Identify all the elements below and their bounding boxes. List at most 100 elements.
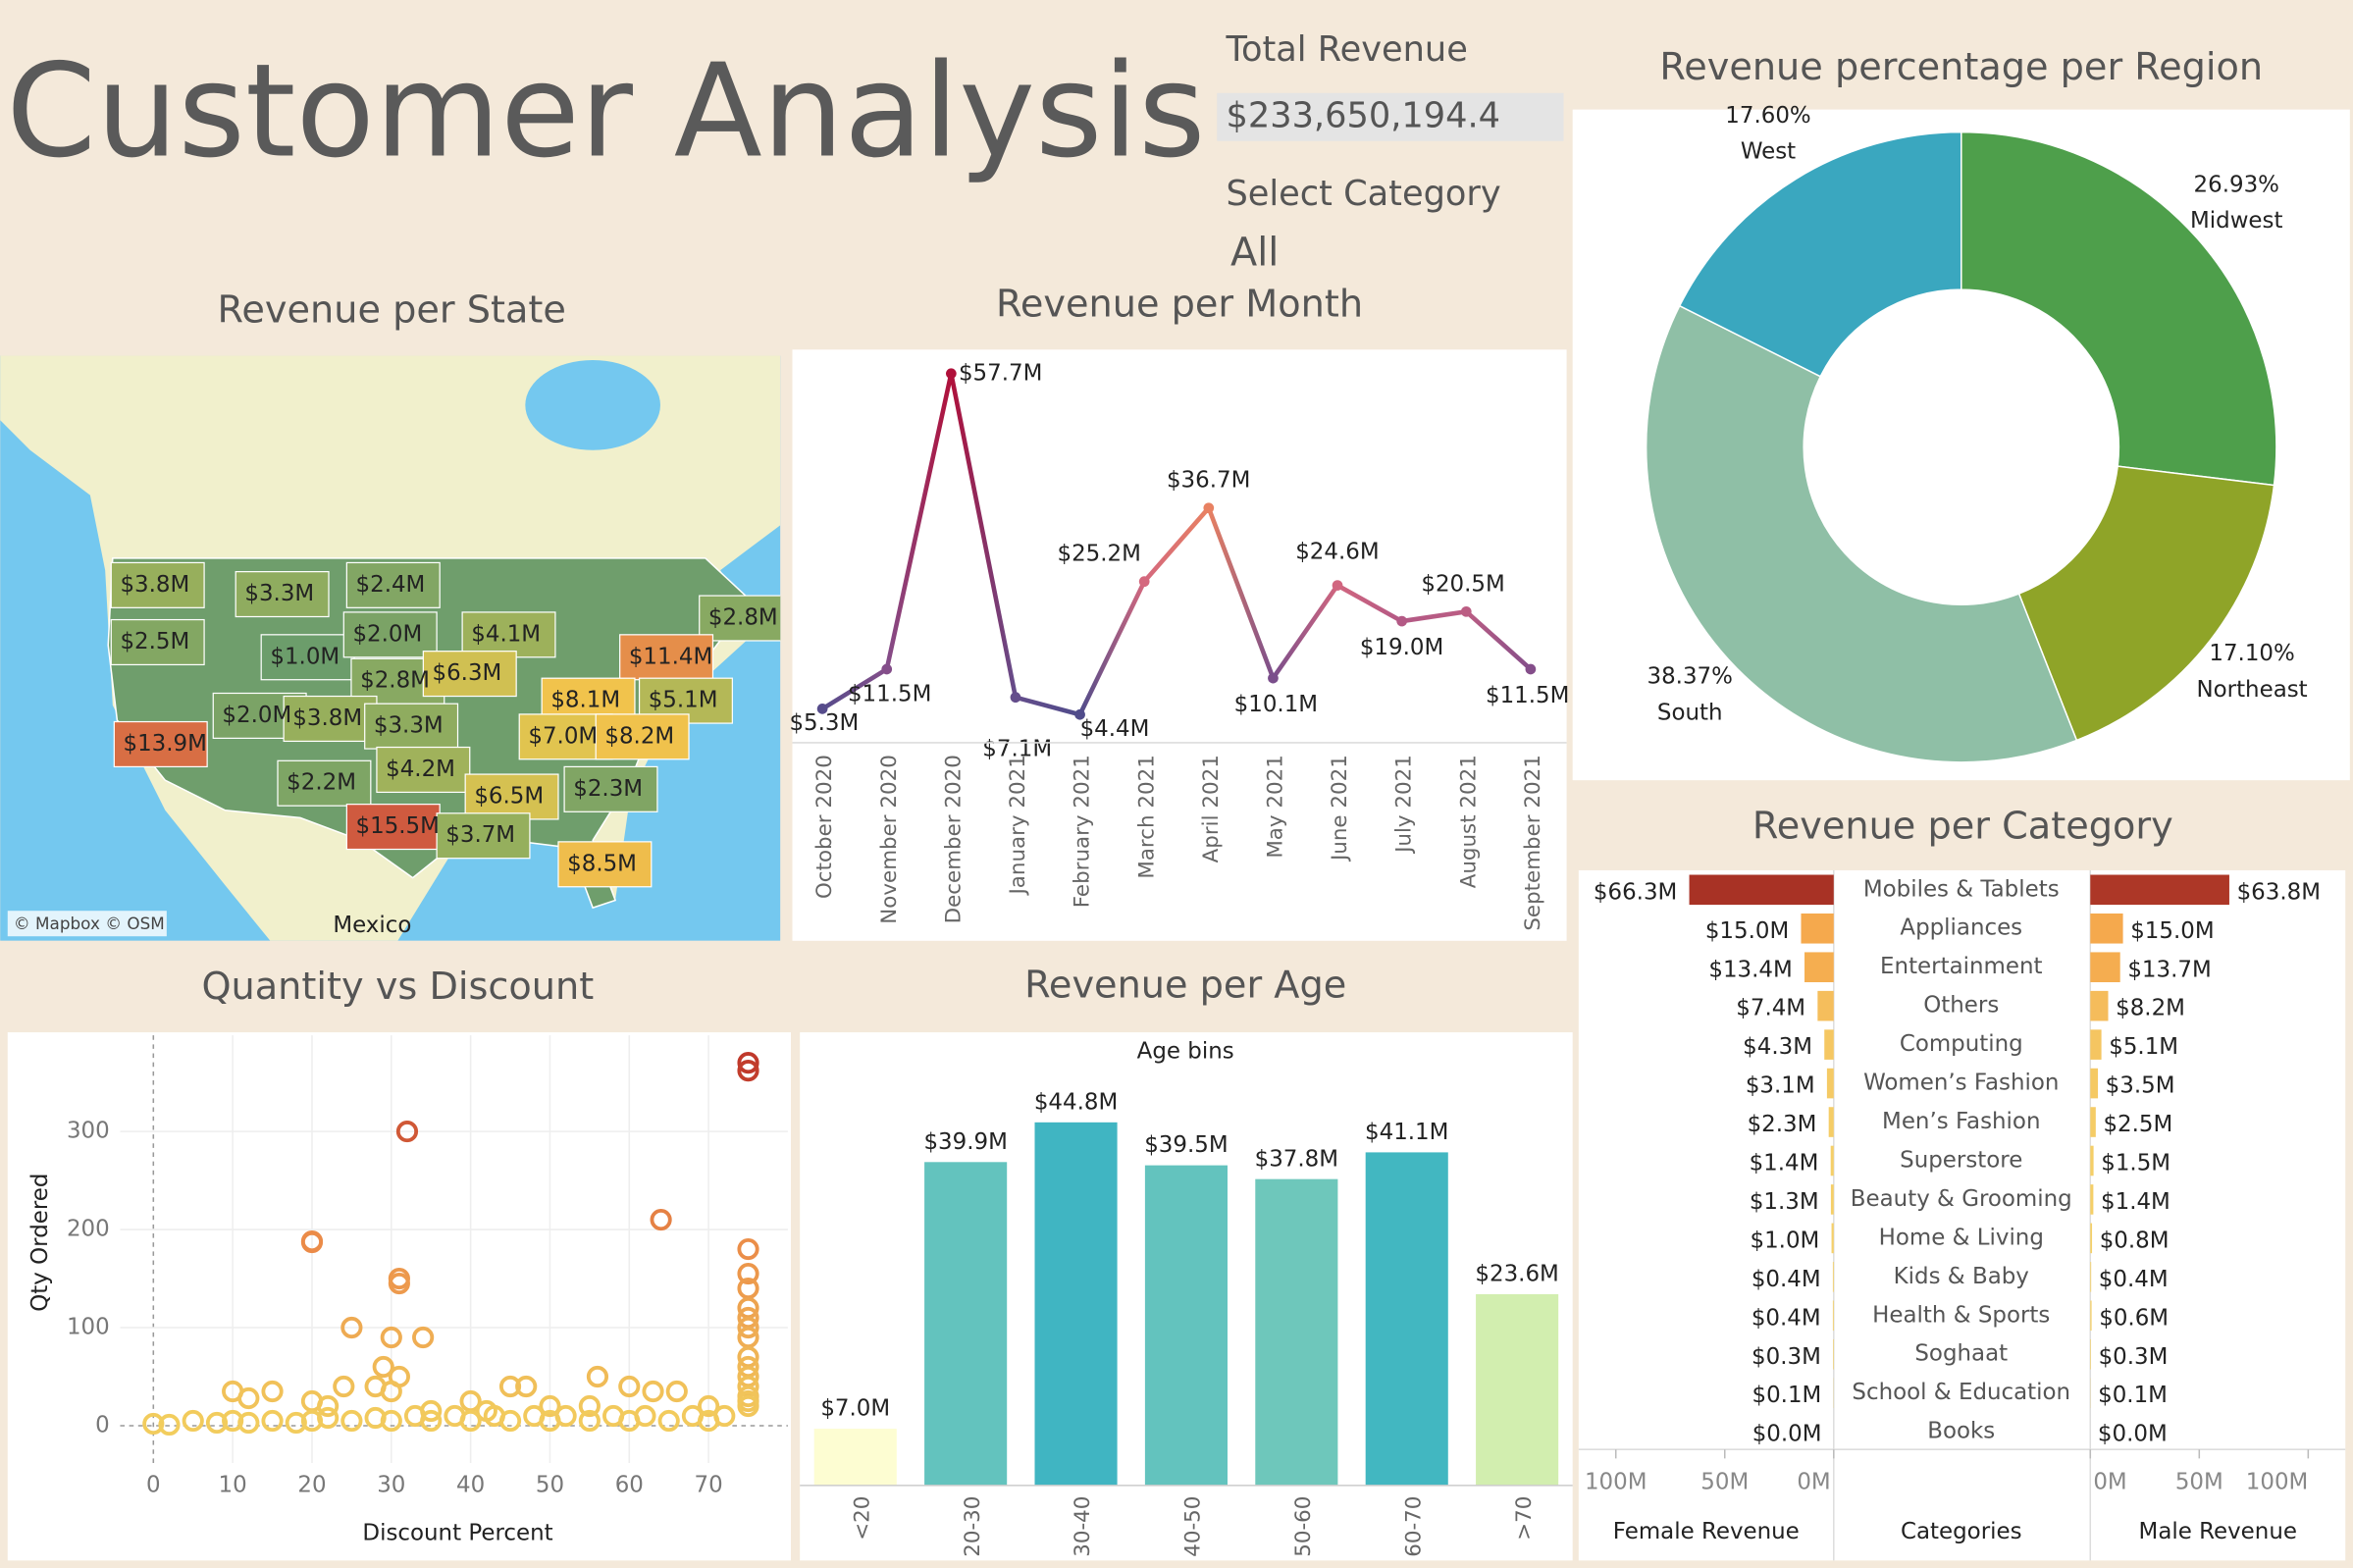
x-tick-label: 10 <box>219 1472 247 1497</box>
x-tick-label: May 2021 <box>1263 755 1287 858</box>
data-label: $8.2M <box>2116 996 2185 1021</box>
state-label: $4.2M <box>386 757 455 782</box>
category-label: Others <box>1923 993 1999 1019</box>
data-label: $7.1M <box>982 737 1052 762</box>
state <box>595 713 690 760</box>
donut-slice <box>1678 131 1962 378</box>
data-label: $1.4M <box>2101 1189 2170 1215</box>
bar <box>2090 913 2123 944</box>
x-tick-label: January 2021 <box>1006 755 1030 896</box>
data-label: $5.3M <box>789 710 859 736</box>
point <box>1268 672 1279 684</box>
bar <box>2090 1029 2102 1060</box>
chart-title: Revenue per Month <box>996 283 1363 326</box>
x-tick-label: December 2020 <box>941 755 966 923</box>
point <box>650 1208 672 1231</box>
data-label: $24.6M <box>1295 539 1379 564</box>
point <box>340 1316 363 1339</box>
state-label: $2.5M <box>120 629 189 654</box>
state <box>260 634 355 681</box>
attribution-box <box>7 911 167 937</box>
state <box>461 611 556 658</box>
data-label: $3.5M <box>2106 1073 2175 1099</box>
category-label: Kids & Baby <box>1894 1264 2029 1289</box>
bar <box>1832 1300 1834 1332</box>
data-label: $0.0M <box>1752 1422 1822 1447</box>
donut-slice <box>2017 465 2275 742</box>
point <box>737 1052 759 1074</box>
x-tick-label: 60 <box>615 1472 644 1497</box>
state <box>235 571 330 618</box>
point <box>737 1060 759 1082</box>
data-label: $4.4M <box>1080 716 1150 742</box>
x-tick-label: 40-50 <box>1181 1496 1206 1557</box>
bar <box>1828 1107 1834 1137</box>
data-label: $1.0M <box>1751 1228 1820 1253</box>
point <box>403 1404 427 1428</box>
state-label: $2.3M <box>573 776 643 802</box>
data-label: $4.3M <box>1743 1034 1812 1060</box>
data-label: 26.93% <box>2194 172 2279 197</box>
x-axis-label: Discount Percent <box>362 1520 552 1545</box>
x-tick-label: 30 <box>377 1472 405 1497</box>
point <box>498 1375 522 1398</box>
data-label: $23.6M <box>1475 1262 1558 1287</box>
point <box>372 1355 394 1379</box>
point <box>586 1365 609 1388</box>
point <box>158 1413 181 1437</box>
point <box>333 1375 355 1398</box>
x-tick-label: 0M <box>1797 1469 1830 1494</box>
data-label: $2.3M <box>1748 1112 1817 1137</box>
category-label: Home & Living <box>1879 1225 2044 1250</box>
data-label: $0.0M <box>2098 1422 2168 1447</box>
x-tick-label: 70 <box>695 1472 723 1497</box>
state <box>699 595 781 642</box>
point <box>300 1230 324 1254</box>
place-label: Mexico <box>333 913 411 938</box>
point <box>665 1380 688 1403</box>
point <box>1138 576 1150 588</box>
panel <box>792 349 1567 941</box>
point <box>713 1404 736 1428</box>
state-label: $11.4M <box>629 644 712 669</box>
data-label: $5.1M <box>2109 1034 2178 1060</box>
x-tick-label: July 2021 <box>1392 755 1417 855</box>
data-label: $3.1M <box>1746 1073 1815 1099</box>
kpi-label: Total Revenue <box>1225 29 1467 70</box>
data-label: $7.4M <box>1736 996 1805 1021</box>
x-tick-label: 60-70 <box>1401 1496 1426 1557</box>
x-tick-label: 50M <box>2175 1469 2223 1494</box>
point <box>881 663 893 675</box>
x-tick-label: June 2021 <box>1328 755 1352 862</box>
data-label: $39.9M <box>923 1129 1007 1155</box>
state-label: $6.5M <box>474 783 544 809</box>
bar <box>1830 1184 1834 1215</box>
bar <box>2090 1300 2092 1332</box>
x-tick-label: 20 <box>297 1472 326 1497</box>
point <box>340 1409 363 1433</box>
bar <box>2090 1107 2096 1137</box>
point <box>554 1404 577 1428</box>
bar <box>2090 1068 2099 1099</box>
point <box>237 1411 260 1435</box>
point <box>945 368 957 380</box>
x-tick-label: February 2021 <box>1071 755 1095 908</box>
state-label: $8.1M <box>550 688 620 713</box>
state <box>283 695 378 743</box>
state <box>557 841 653 888</box>
bar <box>924 1162 1008 1486</box>
filter-value[interactable]: All <box>1230 230 1279 275</box>
bar <box>2090 990 2109 1021</box>
bar <box>1365 1152 1448 1486</box>
category-label: Superstore <box>1900 1147 2022 1173</box>
panel <box>7 1032 791 1561</box>
state <box>345 561 441 608</box>
category-label: Women’s Fashion <box>1863 1071 2059 1096</box>
point <box>364 1406 387 1430</box>
point <box>698 1394 720 1418</box>
kpi-value: $233,650,194.4 <box>1226 95 1500 135</box>
point <box>578 1409 601 1433</box>
bar <box>1831 1223 1834 1254</box>
data-label: $41.1M <box>1365 1120 1448 1145</box>
category-label: School & Education <box>1852 1380 2070 1405</box>
